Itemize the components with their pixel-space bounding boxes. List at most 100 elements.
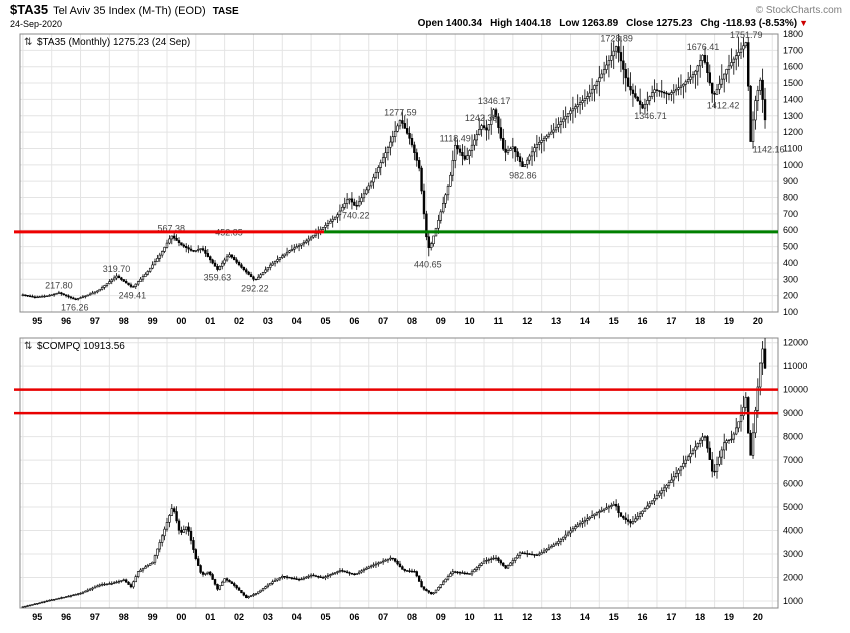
svg-text:08: 08 <box>407 316 417 326</box>
high-value: 1404.18 <box>515 18 552 29</box>
price-annotation: 440.65 <box>414 259 442 269</box>
plot-border <box>19 33 779 313</box>
ta35-monthly-chart: 217.80176.26319.70249.41567.38452.85359.… <box>14 29 803 326</box>
svg-text:10: 10 <box>465 612 475 622</box>
svg-text:17: 17 <box>666 316 676 326</box>
svg-text:100: 100 <box>783 307 798 317</box>
high-label: High <box>490 18 513 29</box>
legend-text: $COMPQ 10913.56 <box>37 341 125 352</box>
svg-text:01: 01 <box>205 316 215 326</box>
svg-text:20: 20 <box>753 612 763 622</box>
symbol: $TA35 <box>10 2 49 17</box>
svg-text:700: 700 <box>783 209 798 219</box>
svg-text:11: 11 <box>494 316 504 326</box>
svg-text:6000: 6000 <box>783 479 803 489</box>
svg-text:1600: 1600 <box>783 62 803 72</box>
svg-text:97: 97 <box>90 612 100 622</box>
y-axis-labels: 1800 1700 1600 1500 1400 1300 1200 1100 1000 900 8… <box>783 29 803 317</box>
y-axis-labels: 12000 11000 10000 9000 8000 7000 6000 5000 4000 3… <box>783 338 808 606</box>
change-value: -118.93 (-8.53%) <box>722 18 798 29</box>
svg-text:200: 200 <box>783 291 798 301</box>
quote-date: 24-Sep-2020 <box>10 19 63 29</box>
svg-text:4000: 4000 <box>783 526 803 536</box>
svg-text:8000: 8000 <box>783 432 803 442</box>
svg-text:07: 07 <box>378 316 388 326</box>
svg-text:97: 97 <box>90 316 100 326</box>
compq-monthly-chart: 1200011000100009000800070006000500040003… <box>14 337 808 622</box>
price-annotation: 1277.59 <box>384 107 417 117</box>
plot-border <box>19 337 779 609</box>
price-annotation: 1346.17 <box>478 96 511 106</box>
price-annotation: 1118.49 <box>440 133 471 143</box>
chart-legend: ⇅ $TA35 (Monthly) 1275.23 (24 Sep) <box>24 37 190 48</box>
price-annotation: 249.41 <box>119 291 147 301</box>
svg-text:2000: 2000 <box>783 572 803 582</box>
price-annotations: 217.80176.26319.70249.41567.38452.85359.… <box>45 30 784 313</box>
price-annotation: 740.22 <box>342 210 370 220</box>
price-annotation: 176.26 <box>61 303 89 313</box>
svg-text:5000: 5000 <box>783 502 803 512</box>
svg-text:19: 19 <box>724 316 734 326</box>
svg-text:06: 06 <box>349 316 359 326</box>
price-annotation: 359.63 <box>204 273 232 283</box>
svg-text:9000: 9000 <box>783 408 803 418</box>
svg-text:95: 95 <box>32 612 42 622</box>
price-annotation: 1242.39 <box>465 113 498 123</box>
svg-text:900: 900 <box>783 176 798 186</box>
svg-text:13: 13 <box>551 316 561 326</box>
svg-text:11: 11 <box>494 612 504 622</box>
change-down-icon: ▼ <box>799 18 808 28</box>
svg-text:02: 02 <box>234 612 244 622</box>
svg-text:12: 12 <box>522 612 532 622</box>
index-name: Tel Aviv 35 Index (M-Th) (EOD) <box>53 5 206 17</box>
svg-text:05: 05 <box>320 316 330 326</box>
stockcharts-credit: © StockCharts.com <box>755 5 842 16</box>
svg-text:99: 99 <box>148 612 158 622</box>
price-annotation: 292.22 <box>241 284 269 294</box>
svg-text:300: 300 <box>783 274 798 284</box>
close-value: 1275.23 <box>656 18 693 29</box>
gridlines <box>20 33 778 313</box>
quote-row: 24-Sep-2020 Open 1400.34 High 1404.18 Low … <box>10 18 844 30</box>
svg-text:06: 06 <box>349 612 359 622</box>
low-value: 1263.89 <box>582 18 619 29</box>
chart-header: $TA35 Tel Aviv 35 Index (M-Th) (EOD) TASE … <box>10 2 844 30</box>
svg-text:02: 02 <box>234 316 244 326</box>
svg-text:14: 14 <box>580 316 590 326</box>
svg-text:20: 20 <box>753 316 763 326</box>
svg-text:1200: 1200 <box>783 127 803 137</box>
legend-text: $TA35 (Monthly) 1275.23 (24 Sep) <box>37 37 190 48</box>
svg-text:600: 600 <box>783 225 798 235</box>
x-axis-labels: 95 96 97 98 99 00 01 02 03 04 05 06 07 08 09 10 11 12 13 14… <box>32 316 763 326</box>
svg-text:14: 14 <box>580 612 590 622</box>
svg-text:10000: 10000 <box>783 385 808 395</box>
legend-candle-icon: ⇅ <box>24 37 32 48</box>
svg-text:08: 08 <box>407 612 417 622</box>
svg-text:11000: 11000 <box>783 361 807 371</box>
price-annotation: 217.80 <box>45 281 73 291</box>
svg-text:15: 15 <box>609 316 619 326</box>
svg-text:1100: 1100 <box>783 143 802 153</box>
svg-text:98: 98 <box>119 316 129 326</box>
chart-legend: ⇅ $COMPQ 10913.56 <box>24 341 125 352</box>
candlestick-bars <box>21 34 767 301</box>
svg-text:00: 00 <box>176 612 186 622</box>
svg-text:16: 16 <box>638 612 648 622</box>
price-annotation: 567.38 <box>158 224 186 234</box>
low-label: Low <box>559 18 580 29</box>
svg-text:18: 18 <box>695 612 705 622</box>
svg-text:7000: 7000 <box>783 455 803 465</box>
title-row: $TA35 Tel Aviv 35 Index (M-Th) (EOD) TASE … <box>10 2 844 18</box>
svg-text:500: 500 <box>783 242 798 252</box>
svg-text:400: 400 <box>783 258 798 268</box>
gridlines <box>20 338 778 608</box>
svg-text:03: 03 <box>263 316 273 326</box>
price-annotation: 1142.16 <box>753 145 785 155</box>
svg-text:1000: 1000 <box>783 596 803 606</box>
svg-text:1500: 1500 <box>783 78 803 88</box>
svg-text:1800: 1800 <box>783 29 803 39</box>
svg-text:00: 00 <box>176 316 186 326</box>
svg-text:05: 05 <box>320 612 330 622</box>
svg-text:1400: 1400 <box>783 94 803 104</box>
